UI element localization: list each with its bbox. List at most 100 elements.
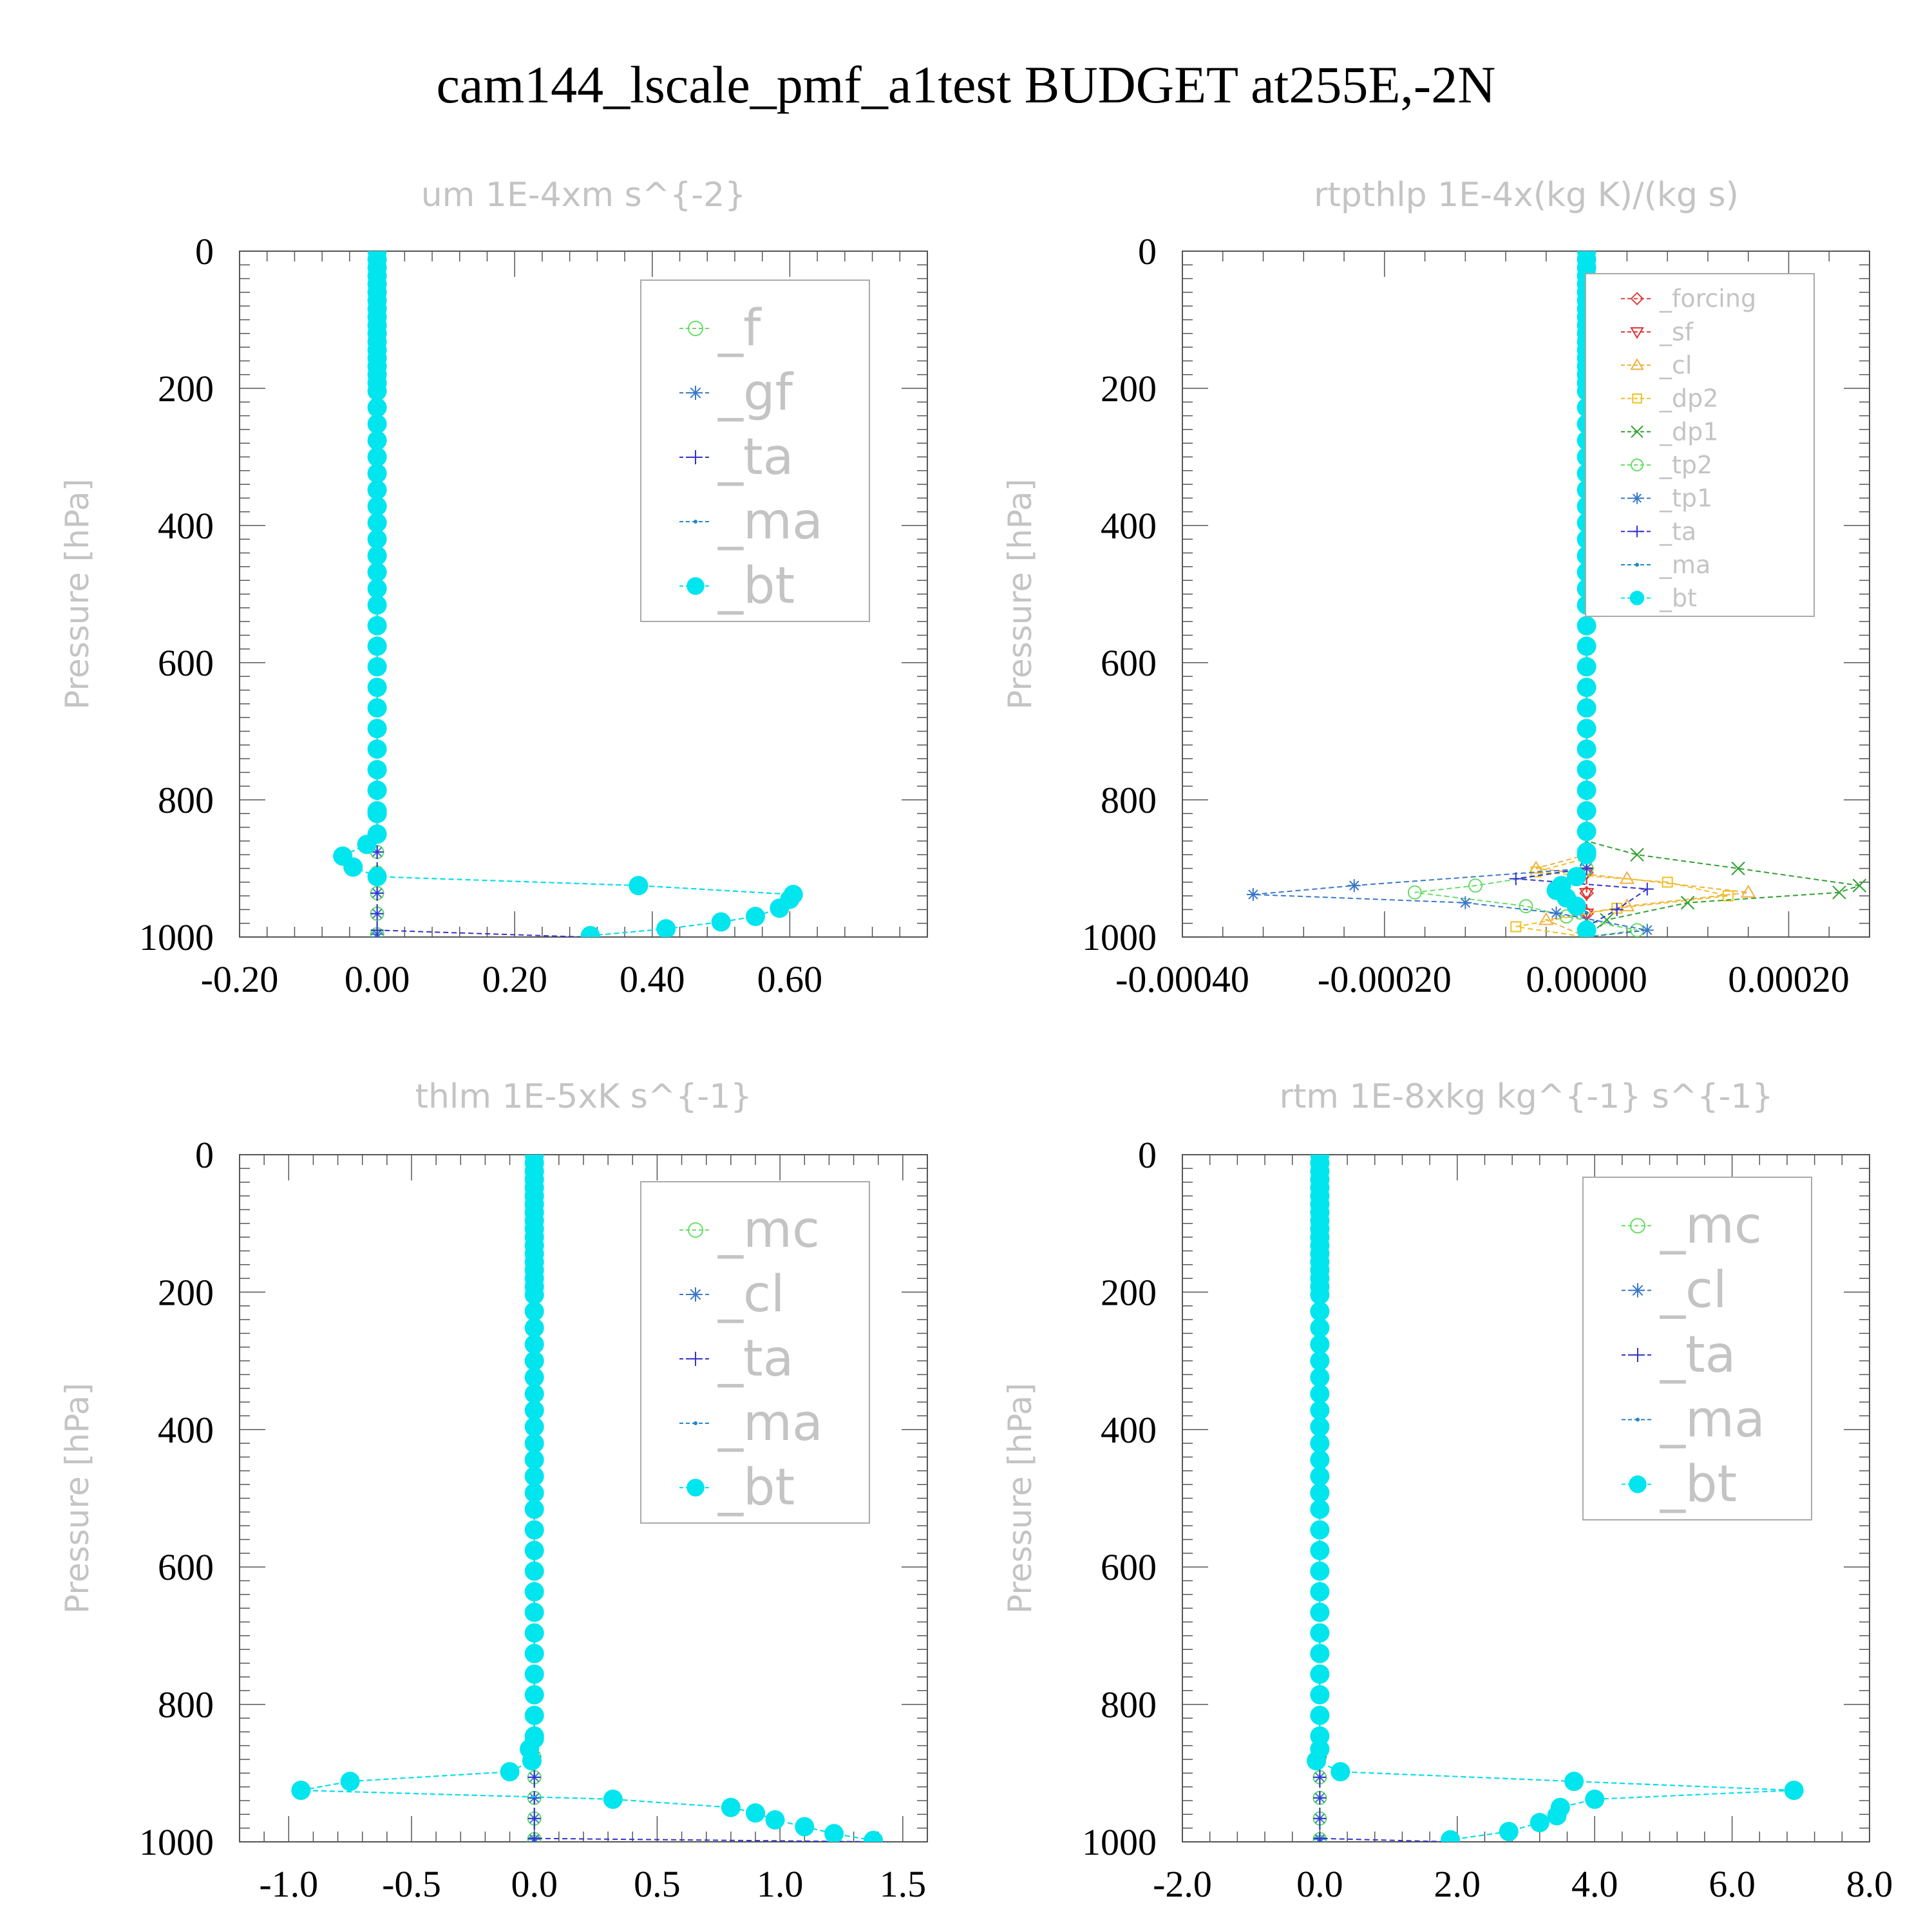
point_bt [343,857,363,877]
point_bt [1307,1751,1327,1771]
legend-marker_dp1 [1631,425,1643,439]
panel-title: rtpthlp 1E-4x(kg K)/(kg s) [1314,176,1739,214]
y-axis-label: Pressure [hPa] [59,1383,96,1614]
point_ta [527,1791,541,1804]
legend: _f _gf _ta _ma _bt [640,279,870,622]
point_bt [524,1643,544,1663]
point_bt [1577,739,1596,759]
y-tick-label: 200 [158,368,214,410]
legend-marker_ma [694,520,697,524]
legend: _mc _cl _ta _ma _bt [640,1181,870,1524]
legend-label: _tp2 [1659,451,1712,479]
y-tick-label: 0 [1138,231,1157,272]
x-tick-label: -0.00040 [1115,958,1249,1000]
point_bt [1310,1417,1330,1437]
y-tick-label: 400 [1101,505,1157,547]
point_ta [370,886,384,900]
point_bt [524,1685,544,1705]
point_bt [357,835,377,855]
point_ta [370,907,384,920]
point_bt [367,464,387,484]
legend-label: _mc [717,1201,820,1259]
legend-marker_sf [1630,327,1644,339]
point_bt [367,636,387,656]
point_bt [524,1466,544,1486]
y-tick-label: 800 [1101,1684,1157,1726]
point_bt [524,1417,544,1437]
point_dp2 [1662,876,1673,888]
series-line_dp2 [1515,251,1728,937]
point_tp2 [1468,878,1483,893]
point_bt [795,1817,815,1837]
legend-label: _ta [717,1330,793,1388]
legend-marker_bt [1629,1475,1647,1493]
y-tick-label: 200 [1101,368,1157,410]
x-tick-label: 0.20 [482,958,547,1000]
point_bt [1310,1285,1330,1305]
point_bt [1310,1384,1330,1404]
y-tick-label: 800 [1101,779,1157,821]
point_bt [580,925,600,937]
point_bt [1310,1318,1330,1338]
point_bt [1310,1434,1330,1454]
x-tick-label: -1.0 [259,1863,318,1905]
panel-1: um 1E-4xm s^{-2} Pressure [hPa] 0 200 400 600… [59,176,928,1000]
legend-marker_bt [687,1479,705,1497]
legend: _forcing _sf _cl _dp2 _dp1 _tp2 _tp1 _ta _ma _bt [1585,273,1815,617]
legend-marker_cl [1631,1283,1645,1298]
point_bt [367,698,387,718]
point_dp1 [1832,886,1846,900]
x-tick-label: 0.0 [1296,1863,1343,1905]
legend-label: _dp1 [1659,417,1718,446]
point_bt [1577,616,1596,636]
x-tick-label: 0.5 [634,1863,681,1905]
legend-marker_mc [1630,1218,1645,1234]
point_bt [1784,1780,1804,1800]
point_bt [1566,867,1586,887]
point_bt [1577,781,1596,800]
legend-marker_mc [688,1222,703,1238]
point_ta [1313,1770,1327,1784]
y-axis-label: Pressure [hPa] [1001,1383,1039,1614]
y-tick-label: 200 [158,1271,214,1313]
x-tick-label: -0.5 [382,1863,441,1905]
point_bt [1310,1623,1330,1643]
point_bt [1310,1520,1330,1540]
y-tick-label: 600 [158,1546,214,1588]
series-group [291,1155,885,1842]
point_bt [524,1351,544,1371]
legend-marker_ta [1631,1348,1645,1363]
legend-label: _ma [1660,1390,1765,1448]
series-group [1307,1155,1804,1842]
point_tp1 [1246,887,1260,901]
panel-title: um 1E-4xm s^{-2} [421,176,746,214]
point_dp1 [1600,913,1614,927]
panel-4: rtm 1E-8xkg kg^{-1} s^{-1} Pressure [hPa]… [1001,1077,1893,1905]
legend-marker_dp2 [1632,393,1642,404]
point_tp1 [1549,906,1563,920]
y-tick-label: 600 [1101,642,1157,684]
point_dp2 [1510,921,1522,933]
point_bt [524,1400,544,1420]
y-axis-label: Pressure [hPa] [1001,478,1039,710]
point_bt [367,804,387,824]
legend-marker_ta [1631,526,1643,538]
x-tick-label: 1.5 [880,1863,927,1905]
point_bt [367,739,387,759]
x-tick-label: 0.60 [757,958,823,1000]
point_bt [524,1520,544,1540]
point_bt [1577,698,1596,718]
point_bt [291,1780,311,1800]
point_bt [524,1334,544,1354]
point_bt [1530,1813,1549,1833]
legend-label: _bt [717,557,795,615]
point_bt [1310,1367,1330,1387]
point_tp1 [1640,923,1654,937]
point_bt [367,867,387,887]
point_bt [367,397,387,417]
legend-label: _ta [1659,517,1696,545]
point_ta [527,1812,541,1825]
point_bt [367,529,387,549]
y-tick-label: 800 [158,779,214,821]
legend-label: _f [717,299,762,357]
